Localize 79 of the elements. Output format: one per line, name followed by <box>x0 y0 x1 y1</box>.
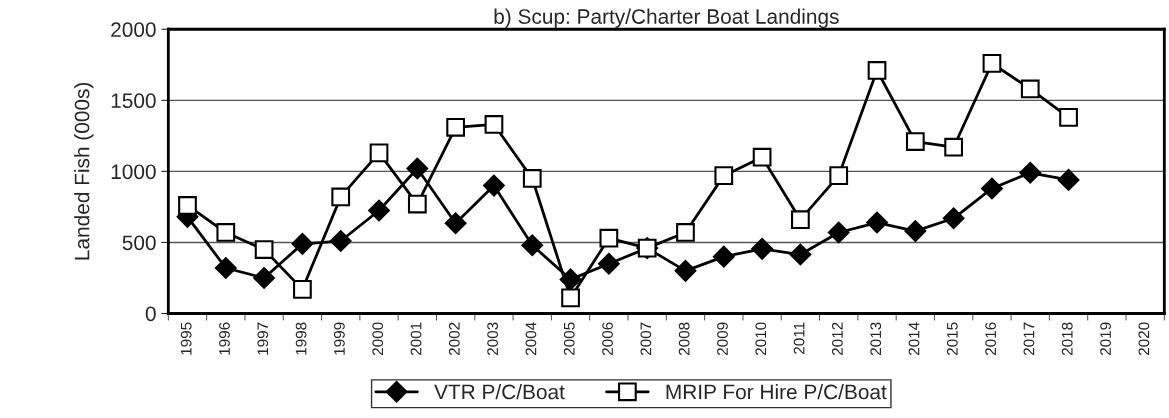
x-tick-label: 2013 <box>870 322 882 356</box>
x-tick-label: 2009 <box>717 322 728 356</box>
point <box>1057 169 1080 191</box>
point <box>521 234 544 257</box>
x-tick-label: 2017 <box>1023 322 1035 356</box>
point <box>444 212 467 235</box>
x-tick-label: 1995 <box>180 322 192 355</box>
point <box>905 132 925 151</box>
x-tick-label: 2010 <box>755 322 767 356</box>
x-tick-label: 2005 <box>563 322 575 356</box>
point <box>331 187 351 207</box>
point <box>676 223 695 242</box>
point <box>599 228 619 248</box>
point <box>407 194 427 214</box>
point <box>291 233 314 255</box>
point <box>484 115 504 134</box>
x-tick-label: 2012 <box>832 322 843 356</box>
point <box>293 279 312 299</box>
point <box>1059 108 1078 127</box>
x-tick-label: 2001 <box>410 322 422 356</box>
point <box>253 267 275 289</box>
y-tick-label: 1000 <box>111 164 156 180</box>
x-tick-label: 1996 <box>219 322 230 355</box>
y-tick-label: 0 <box>145 306 156 322</box>
point <box>483 174 505 197</box>
chart-title: b) Scup: Party/Charter Boat Landings <box>494 8 839 29</box>
point <box>904 220 927 242</box>
point <box>942 207 965 230</box>
point <box>406 157 429 180</box>
point <box>178 196 197 215</box>
y-tick-label: 1500 <box>111 93 156 109</box>
point <box>446 117 466 137</box>
point <box>216 223 236 242</box>
point <box>214 257 237 279</box>
x-tick-label: 2006 <box>602 322 613 356</box>
y-axis-title: Landed Fish (000s) <box>74 82 94 260</box>
point <box>561 288 580 308</box>
point <box>674 260 697 282</box>
x-tick-label: 2007 <box>640 322 652 356</box>
legend-label: MRIP For Hire P/C/Boat <box>666 384 887 400</box>
x-tick-label: 1997 <box>257 322 269 355</box>
x-tick-label: 1999 <box>334 322 345 355</box>
point <box>752 147 772 167</box>
point <box>944 137 964 157</box>
legend-label: VTR P/C/Boat <box>434 384 565 400</box>
point <box>829 166 849 186</box>
y-tick-label: 500 <box>122 235 156 251</box>
point <box>789 243 812 266</box>
point <box>1020 79 1040 99</box>
x-tick-label: 2020 <box>1138 322 1150 356</box>
x-tick-label: 2014 <box>908 322 920 356</box>
point <box>1019 161 1042 184</box>
point <box>791 210 810 230</box>
x-tick-label: 2016 <box>985 322 997 356</box>
x-tick-label: 2011 <box>793 322 805 354</box>
x-tick-label: 2003 <box>487 322 499 356</box>
x-tick-label: 2000 <box>372 322 384 356</box>
y-tick-label: 2000 <box>111 22 156 38</box>
point <box>867 61 887 80</box>
point <box>982 54 1002 73</box>
x-tick-label: 2018 <box>1061 322 1073 356</box>
point <box>714 166 734 186</box>
point <box>827 221 850 244</box>
point <box>254 240 274 259</box>
point <box>368 199 390 222</box>
x-tick-label: 2002 <box>448 322 460 356</box>
point <box>866 211 888 234</box>
point <box>369 143 389 163</box>
x-tick-label: 2015 <box>946 322 958 356</box>
x-tick-label: 2008 <box>678 322 690 356</box>
x-tick-label: 2004 <box>525 322 537 356</box>
x-tick-label: 1998 <box>295 322 307 355</box>
point <box>598 252 620 275</box>
point <box>751 237 773 260</box>
point <box>712 245 735 268</box>
point <box>522 169 542 188</box>
point <box>329 230 352 252</box>
x-tick-label: 2019 <box>1100 322 1111 356</box>
point <box>981 177 1003 200</box>
